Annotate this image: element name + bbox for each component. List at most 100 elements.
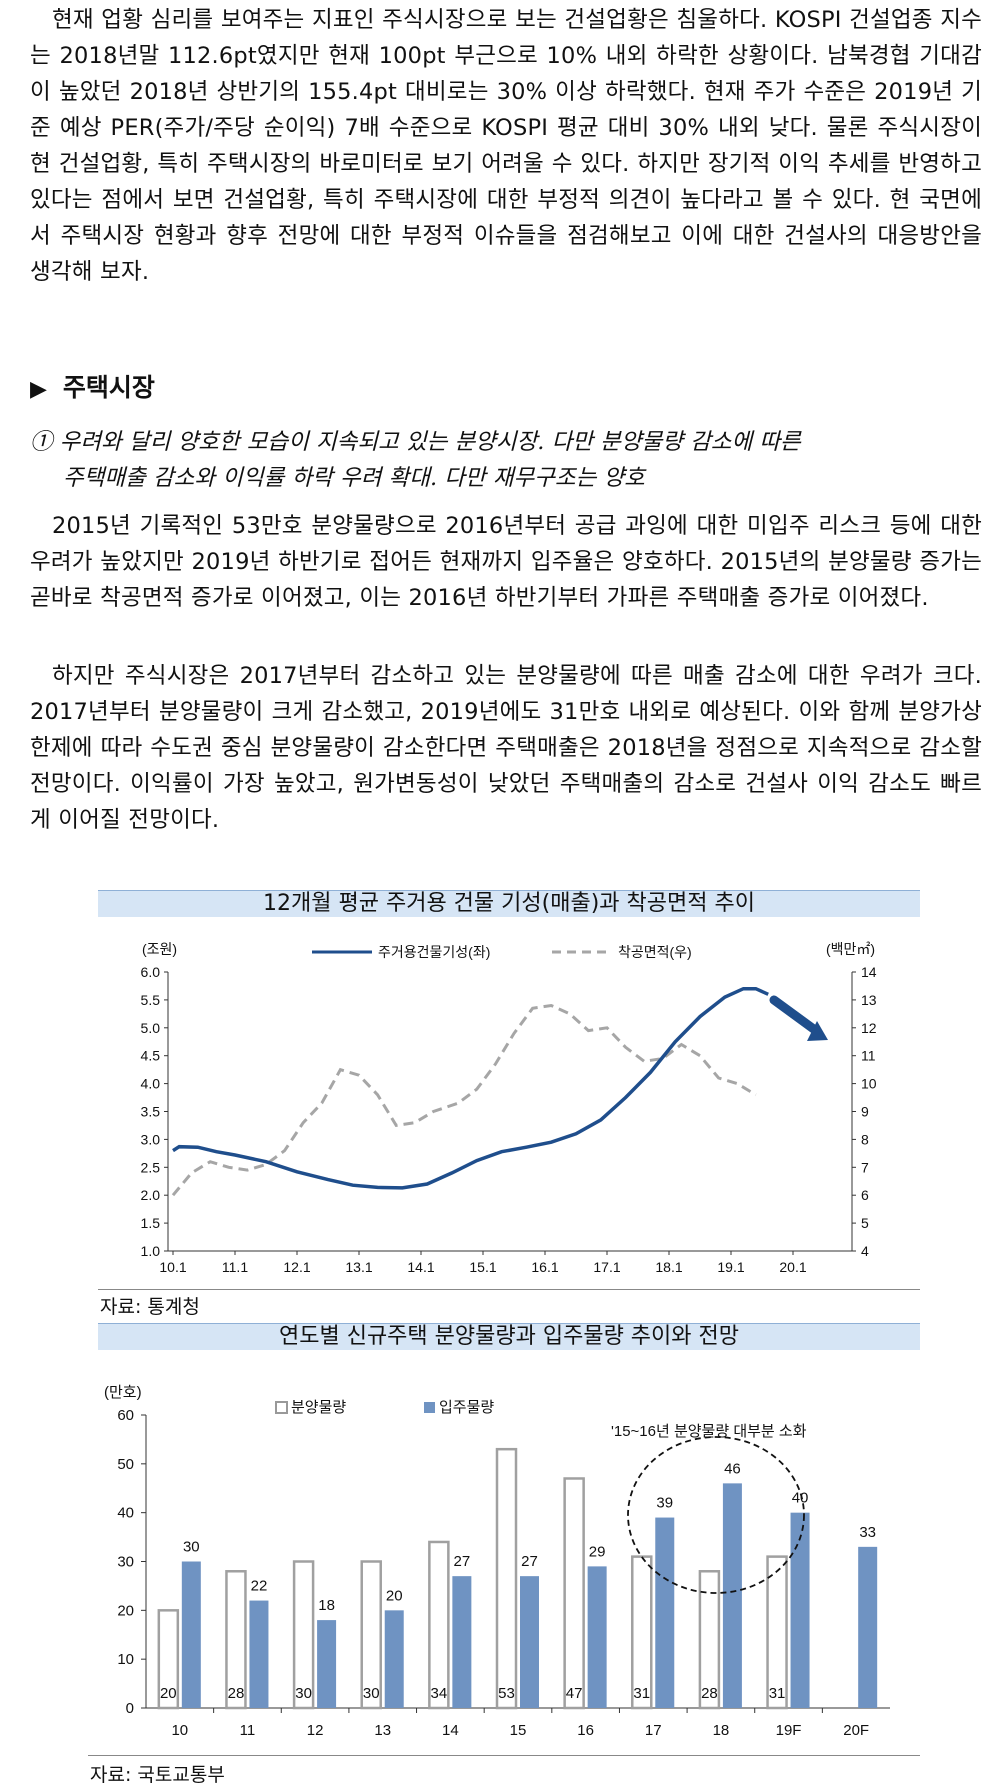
chart1-right-tick-label: 6 bbox=[861, 1187, 869, 1203]
chart2-y-tick-label: 60 bbox=[117, 1407, 134, 1424]
chart1-right-tick-label: 13 bbox=[861, 992, 877, 1008]
chart1-right-tick-label: 8 bbox=[861, 1131, 869, 1147]
chart2-bar-movein bbox=[858, 1546, 878, 1708]
chart1-x-tick-label: 12.1 bbox=[283, 1259, 310, 1275]
chart1-left-tick-label: 3.5 bbox=[141, 1104, 161, 1120]
chart1-legend-label-2: 착공면적(우) bbox=[618, 944, 692, 960]
chart2-bar-movein bbox=[249, 1600, 269, 1708]
chart1-left-tick-label: 2.5 bbox=[141, 1159, 161, 1175]
chart1-down-arrow-shaft bbox=[769, 995, 820, 1035]
chart2-x-tick-label: 18 bbox=[713, 1722, 730, 1739]
chart2-bar-movein-label: 29 bbox=[589, 1543, 606, 1560]
chart2-bar-presale bbox=[292, 1560, 315, 1710]
subheading: ① 우려와 달리 양호한 모습이 지속되고 있는 분양시장. 다만 분양물량 감… bbox=[30, 424, 980, 496]
chart2-bar-presale bbox=[563, 1477, 585, 1710]
paragraph-3: 하지만 주식시장은 2017년부터 감소하고 있는 분양물량에 따른 매출 감소… bbox=[30, 663, 982, 833]
chart2-bar-movein-label: 27 bbox=[521, 1553, 538, 1570]
chart2-bar-movein-label: 46 bbox=[724, 1460, 741, 1477]
chart2-source: 자료: 국토교통부 bbox=[90, 1764, 225, 1786]
chart1-title: 12개월 평균 주거용 건물 기성(매출)과 착공면적 추이 bbox=[98, 890, 920, 917]
chart1-right-tick-label: 7 bbox=[861, 1159, 869, 1175]
subheading-line2: 주택매출 감소와 이익률 하락 우려 확대. 다만 재무구조는 양호 bbox=[63, 465, 645, 491]
chart2-x-tick-label: 19F bbox=[776, 1722, 802, 1739]
chart2-bar-presale bbox=[157, 1609, 180, 1710]
chart1-right-tick-label: 9 bbox=[861, 1104, 869, 1120]
chart2-bar-movein-label: 27 bbox=[454, 1553, 471, 1570]
chart1-down-arrow-head bbox=[807, 1021, 828, 1041]
chart1-right-tick-label: 12 bbox=[861, 1020, 877, 1036]
intro-paragraph: 현재 업황 심리를 보여주는 지표인 주식시장으로 보는 건설업황은 침울하다.… bbox=[30, 7, 982, 285]
chart1-right-tick-label: 11 bbox=[861, 1048, 876, 1064]
chart2-x-tick-label: 10 bbox=[171, 1722, 188, 1739]
chart2-x-tick-label: 16 bbox=[577, 1722, 594, 1739]
chart2-bar-movein bbox=[520, 1576, 539, 1708]
chart1-right-tick-label: 5 bbox=[861, 1215, 869, 1231]
chart2-bar-movein-label: 22 bbox=[251, 1578, 268, 1595]
chart1-left-tick-label: 5.0 bbox=[141, 1020, 161, 1036]
paragraph-2: 2015년 기록적인 53만호 분양물량으로 2016년부터 공급 과잉에 대한… bbox=[30, 513, 982, 611]
chart2-bar-presale bbox=[428, 1540, 450, 1710]
chart1-source: 자료: 통계청 bbox=[100, 1296, 200, 1318]
chart1-x-tick-label: 14.1 bbox=[407, 1259, 434, 1275]
triangle-bullet-icon: ▶ bbox=[30, 377, 47, 402]
chart2-bar-movein-label: 20 bbox=[386, 1587, 403, 1604]
chart2-bar-movein bbox=[181, 1561, 201, 1708]
chart2-bar-movein bbox=[587, 1566, 607, 1708]
chart2-legend-label-2: 입주물량 bbox=[439, 1399, 494, 1416]
chart1-x-tick-label: 17.1 bbox=[593, 1259, 620, 1275]
chart2-bar-movein-label: 18 bbox=[318, 1597, 335, 1614]
chart2-bar-movein bbox=[452, 1576, 472, 1708]
section-heading: ▶ 주택시장 bbox=[30, 368, 155, 404]
chart2-bar-movein-label: 30 bbox=[183, 1539, 200, 1556]
chart1-left-tick-label: 2.0 bbox=[141, 1187, 161, 1203]
chart1-x-tick-label: 13.1 bbox=[345, 1259, 372, 1275]
chart2-bar-movein bbox=[722, 1483, 742, 1708]
subheading-line1: ① 우려와 달리 양호한 모습이 지속되고 있는 분양시장. 다만 분양물량 감… bbox=[30, 429, 801, 455]
chart2-legend-swatch-outline bbox=[275, 1401, 288, 1414]
chart1-left-tick-label: 1.5 bbox=[141, 1215, 161, 1231]
chart1-x-tick-label: 20.1 bbox=[779, 1259, 806, 1275]
chart1-x-tick-label: 11.1 bbox=[222, 1259, 248, 1275]
chart1-x-tick-label: 15.1 bbox=[469, 1259, 496, 1275]
chart2-x-tick-label: 11 bbox=[240, 1722, 256, 1739]
chart2-bar-movein bbox=[317, 1620, 337, 1708]
chart2-bar-movein-label: 40 bbox=[792, 1490, 809, 1507]
chart2-y-tick-label: 50 bbox=[117, 1456, 134, 1473]
chart2-bar-presale-label: 34 bbox=[431, 1685, 448, 1702]
chart2-bar-presale-label: 30 bbox=[363, 1685, 380, 1702]
chart1-left-tick-label: 1.0 bbox=[141, 1243, 161, 1259]
chart2-legend-label-1: 분양물량 bbox=[291, 1399, 346, 1416]
chart2-bottom-rule bbox=[88, 1755, 920, 1756]
chart1-left-tick-label: 5.5 bbox=[141, 992, 161, 1008]
chart2-legend-swatch-filled bbox=[424, 1402, 435, 1413]
chart1-bottom-rule bbox=[98, 1289, 920, 1290]
chart2-bar-presale-label: 28 bbox=[228, 1685, 245, 1702]
chart2-y-axis-label: (만호) bbox=[104, 1384, 142, 1401]
chart1-x-tick-label: 10.1 bbox=[159, 1259, 186, 1275]
chart2-bar-movein-label: 39 bbox=[656, 1495, 673, 1512]
chart2-y-tick-label: 20 bbox=[117, 1602, 134, 1619]
chart2-bar-presale-label: 47 bbox=[566, 1685, 583, 1702]
chart1-line-chart: 6.0 5.5 5.0 4.5 4.0 3.5 3.0 2.5 2.0 1.5 1.0 14 13 12 1… bbox=[141, 941, 877, 1275]
section-title: 주택시장 bbox=[62, 373, 155, 402]
chart2-y-tick-label: 40 bbox=[117, 1505, 134, 1522]
chart2-annotation-ellipse bbox=[627, 1436, 805, 1594]
chart2-y-tick-label: 10 bbox=[117, 1651, 134, 1668]
chart1-series-sales-line bbox=[172, 986, 769, 1190]
chart2-x-tick-label: 15 bbox=[510, 1722, 527, 1739]
chart1-legend-label-1: 주거용건물기성(좌) bbox=[378, 944, 490, 960]
chart2-bar-presale bbox=[495, 1447, 518, 1710]
chart2-x-tick-label: 12 bbox=[307, 1722, 324, 1739]
chart1-left-tick-label: 4.5 bbox=[141, 1048, 161, 1064]
chart1-x-tick-label: 18.1 bbox=[655, 1259, 682, 1275]
chart1-x-tick-label: 16.1 bbox=[531, 1259, 558, 1275]
chart1-left-axis-label: (조원) bbox=[142, 941, 177, 957]
chart1-right-tick-label: 4 bbox=[861, 1243, 869, 1259]
chart2-bar-presale-label: 31 bbox=[769, 1685, 786, 1702]
chart2-annotation-text: '15~16년 분양물량 대부분 소화 bbox=[611, 1423, 807, 1440]
chart2-x-tick-label: 20F bbox=[843, 1722, 869, 1739]
chart2-bar-presale bbox=[360, 1560, 382, 1710]
chart2-bar-presale-label: 53 bbox=[498, 1685, 515, 1702]
chart1-left-tick-label: 3.0 bbox=[141, 1131, 161, 1147]
chart2-bar-chart: (만호) 60 50 40 30 20 10 0 분양물량 입주물량 10 20 30 11 28 22 12 3… bbox=[104, 1384, 890, 1739]
